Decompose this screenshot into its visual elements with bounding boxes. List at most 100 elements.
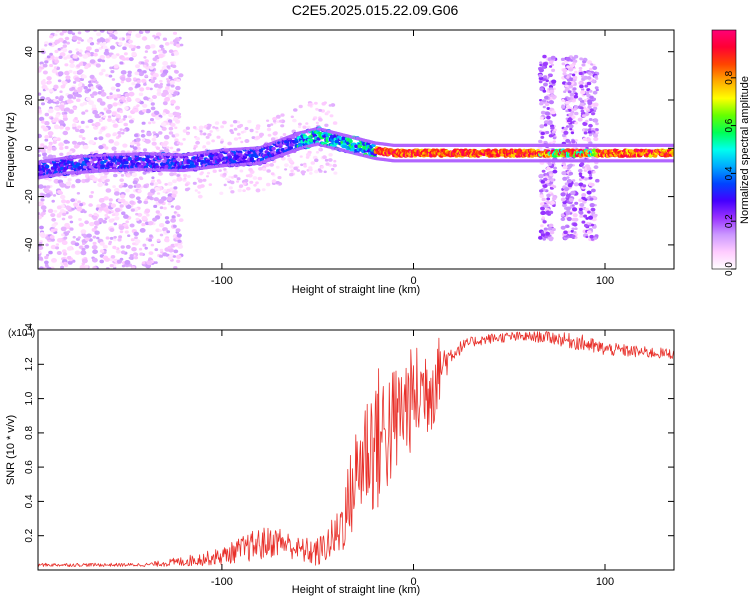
heatmap-cell	[129, 200, 135, 205]
heatmap-cell	[135, 83, 141, 88]
heatmap-cell	[46, 55, 51, 59]
heatmap-cell	[563, 230, 568, 235]
heatmap-cell	[141, 222, 146, 227]
heatmap-cell	[101, 126, 106, 130]
heatmap-cell	[63, 139, 69, 144]
heatmap-cell	[261, 167, 267, 172]
heatmap-cell	[92, 110, 99, 115]
heatmap-cell	[128, 57, 134, 62]
heatmap-cell	[192, 181, 197, 185]
heatmap-cell	[156, 88, 162, 93]
heatmap-cell	[82, 101, 88, 106]
heatmap-cell	[193, 147, 197, 150]
heatmap-cell	[143, 96, 149, 101]
heatmap-cell	[113, 173, 118, 178]
heatmap-cell	[568, 234, 573, 237]
heatmap-cell	[119, 61, 124, 65]
heatmap-cell	[236, 177, 241, 181]
heatmap-cell	[212, 126, 216, 129]
heatmap-cell	[255, 181, 259, 185]
heatmap-cell	[568, 163, 573, 167]
heatmap-cell	[81, 258, 88, 264]
heatmap-cell	[167, 181, 173, 186]
heatmap-cell	[83, 210, 87, 214]
heatmap-cell	[570, 190, 576, 196]
heatmap-cell	[49, 52, 53, 56]
heatmap-cell	[165, 77, 170, 81]
heatmap-cell	[272, 116, 278, 121]
heatmap-cell	[579, 57, 584, 61]
heatmap-cell	[562, 176, 568, 181]
heatmap-cell	[574, 201, 579, 205]
heatmap-cell	[97, 58, 103, 63]
heatmap-cell	[328, 104, 332, 107]
heatmap-cell	[174, 105, 181, 110]
heatmap-cell	[120, 174, 125, 177]
heatmap-cell	[548, 236, 554, 241]
heatmap-cell	[132, 180, 138, 185]
heatmap-cell	[104, 48, 109, 53]
heatmap-cell	[119, 194, 126, 199]
heatmap-cell	[166, 65, 171, 69]
heatmap-cell	[547, 161, 551, 165]
heatmap-cell	[59, 152, 64, 156]
heatmap-cell	[538, 139, 543, 144]
heatmap-cell	[541, 231, 545, 234]
heatmap-cell	[132, 242, 136, 246]
heatmap-cell	[574, 111, 579, 116]
heatmap-cell	[315, 151, 320, 154]
heatmap-cell	[234, 166, 239, 170]
heatmap-cell	[255, 130, 259, 134]
heatmap-cell	[41, 152, 48, 157]
heatmap-cell	[208, 183, 213, 187]
heatmap-cell	[130, 208, 135, 212]
heatmap-cell	[321, 102, 326, 106]
heatmap-cell	[122, 99, 127, 103]
heatmap-cell	[156, 238, 161, 242]
heatmap-cell	[139, 252, 144, 256]
heatmap-cell	[82, 74, 87, 79]
heatmap-cell	[44, 41, 49, 45]
heatmap-cell	[586, 93, 591, 98]
heatmap-cell	[589, 108, 594, 112]
heatmap-cell	[334, 139, 339, 144]
heatmap-cell	[585, 107, 589, 111]
heatmap-cell	[227, 141, 232, 146]
heatmap-cell	[111, 210, 115, 213]
heatmap-cell	[102, 41, 107, 45]
heatmap-cell	[333, 171, 338, 175]
heatmap-cell	[94, 48, 100, 53]
heatmap-cell	[164, 96, 171, 102]
heatmap-cell	[151, 137, 157, 142]
heatmap-cell	[60, 226, 67, 232]
heatmap-cell	[47, 108, 54, 114]
heatmap-cell	[580, 74, 585, 78]
heatmap-cell	[547, 121, 551, 125]
heatmap-cell	[546, 107, 551, 110]
heatmap-cell	[324, 158, 329, 162]
heatmap-cell	[590, 182, 595, 187]
heatmap-cell	[142, 103, 148, 108]
heatmap-cell	[67, 94, 74, 99]
heatmap-cell	[332, 121, 338, 125]
heatmap-cell	[255, 135, 261, 140]
heatmap-cell	[129, 193, 136, 199]
heatmap-cell	[205, 175, 210, 178]
heatmap-cell	[140, 129, 145, 133]
heatmap-cell	[66, 246, 73, 251]
heatmap-cell	[135, 33, 142, 38]
heatmap-cell	[584, 84, 589, 88]
heatmap-cell	[569, 63, 575, 68]
heatmap-cell	[586, 190, 592, 195]
heatmap-cell	[111, 146, 117, 151]
heatmap-cell	[587, 100, 593, 105]
heatmap-cell	[305, 152, 311, 157]
heatmap-cell	[324, 123, 329, 128]
heatmap-cell	[77, 31, 82, 35]
heatmap-cell	[223, 168, 227, 171]
heatmap-cell	[108, 198, 113, 202]
heatmap-cell	[333, 159, 337, 163]
heatmap-cell	[581, 220, 586, 224]
heatmap-cell	[51, 199, 55, 203]
heatmap-cell	[73, 144, 80, 149]
